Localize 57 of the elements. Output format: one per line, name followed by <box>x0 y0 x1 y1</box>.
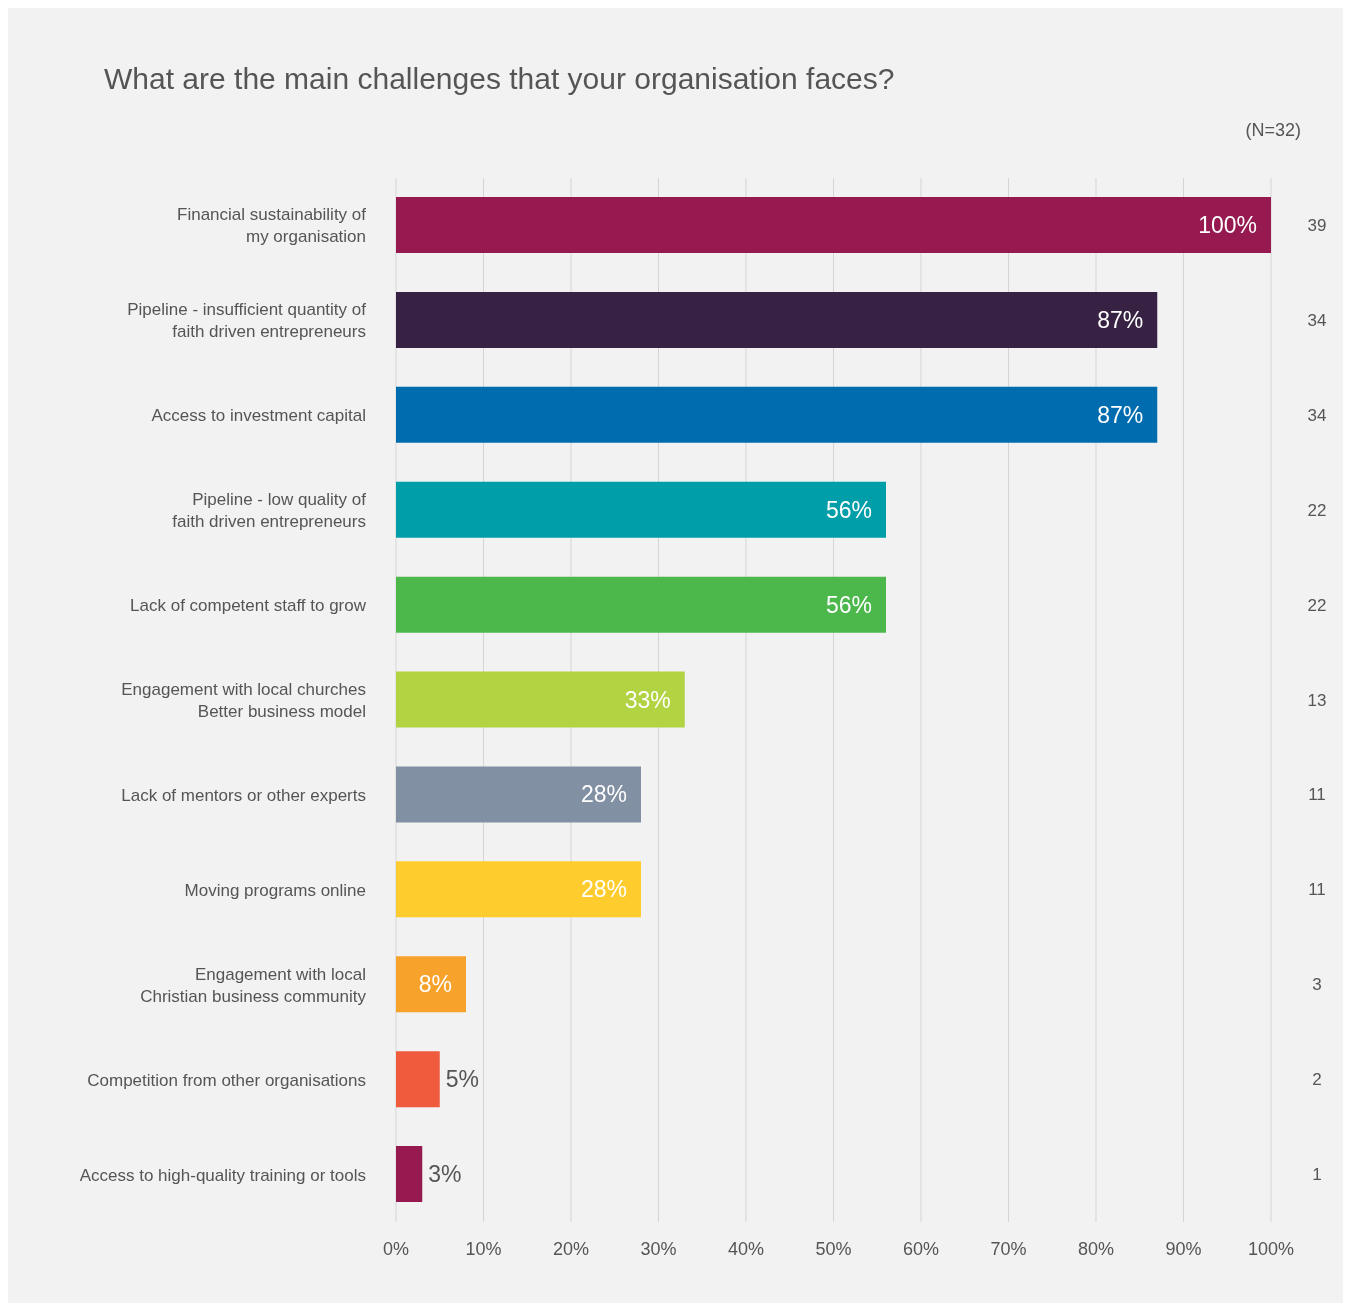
bar <box>396 956 466 1013</box>
x-tick-label: 30% <box>640 1238 677 1259</box>
bar <box>396 1051 440 1108</box>
text: 39 <box>1307 215 1327 235</box>
y-tick-label: Lack of mentors or other experts <box>121 785 366 805</box>
y-tick-label: Pipeline - low quality of faith driven entrepreneurs <box>172 489 367 531</box>
chart-title: What are the main challenges that your organisation faces? <box>104 62 895 96</box>
text: 22 <box>1307 595 1327 615</box>
y-tick-label: Financial sustainability of my organisation <box>177 204 367 246</box>
text: 2 <box>1312 1070 1322 1090</box>
bar <box>396 1146 423 1203</box>
y-tick-label: Competition from other organisations <box>87 1070 366 1090</box>
y-tick-label: Access to investment capital <box>151 405 366 425</box>
bar <box>396 861 641 918</box>
x-tick-label: 40% <box>727 1238 765 1259</box>
y-tick-label: Engagement with local churches Better business model <box>121 679 366 721</box>
data-label: 56% <box>825 591 872 618</box>
bar <box>396 766 641 823</box>
text: 34 <box>1307 310 1327 330</box>
chart-subtitle: (N=32) <box>1245 120 1301 141</box>
y-tick-label: Lack of competent staff to grow <box>130 595 367 615</box>
y-tick-label: Moving programs online <box>184 880 366 900</box>
text: 3 <box>1312 975 1322 995</box>
text: 22 <box>1307 500 1327 520</box>
data-label: 28% <box>580 781 627 808</box>
text: 34 <box>1307 405 1327 425</box>
x-tick-label: 60% <box>902 1238 940 1259</box>
y-tick-label: Access to high-quality training or tools <box>79 1165 366 1185</box>
x-tick-label: 50% <box>815 1238 852 1259</box>
data-label: 5% <box>445 1066 479 1093</box>
text: 11 <box>1308 785 1326 805</box>
x-tick-label: 0% <box>382 1238 410 1259</box>
data-label: 87% <box>1097 401 1144 428</box>
y-tick-label: Pipeline - insufficient quantity of faith driven entrepreneurs <box>127 299 367 341</box>
x-tick-label: 70% <box>990 1238 1027 1259</box>
bar <box>396 386 1158 443</box>
y-tick-label: Engagement with local Christian business community <box>140 964 367 1006</box>
bar <box>396 671 685 728</box>
text: 11 <box>1308 880 1326 900</box>
data-label: 33% <box>624 686 671 713</box>
x-tick-label: 10% <box>465 1238 502 1259</box>
data-label: 56% <box>825 496 872 523</box>
x-tick-label: 90% <box>1165 1238 1202 1259</box>
bar <box>396 576 886 633</box>
bar <box>396 197 1271 253</box>
text: 1 <box>1312 1165 1322 1185</box>
x-tick-label: 100% <box>1247 1238 1295 1259</box>
bar <box>396 291 1158 348</box>
bar <box>396 481 886 538</box>
text: 13 <box>1307 690 1327 710</box>
data-label: 100% <box>1198 212 1257 238</box>
x-tick-label: 20% <box>552 1238 590 1259</box>
data-label: 28% <box>580 876 627 903</box>
data-label: 3% <box>428 1161 462 1188</box>
x-tick-label: 80% <box>1077 1238 1115 1259</box>
data-label: 87% <box>1097 306 1144 333</box>
data-label: 8% <box>418 971 452 998</box>
